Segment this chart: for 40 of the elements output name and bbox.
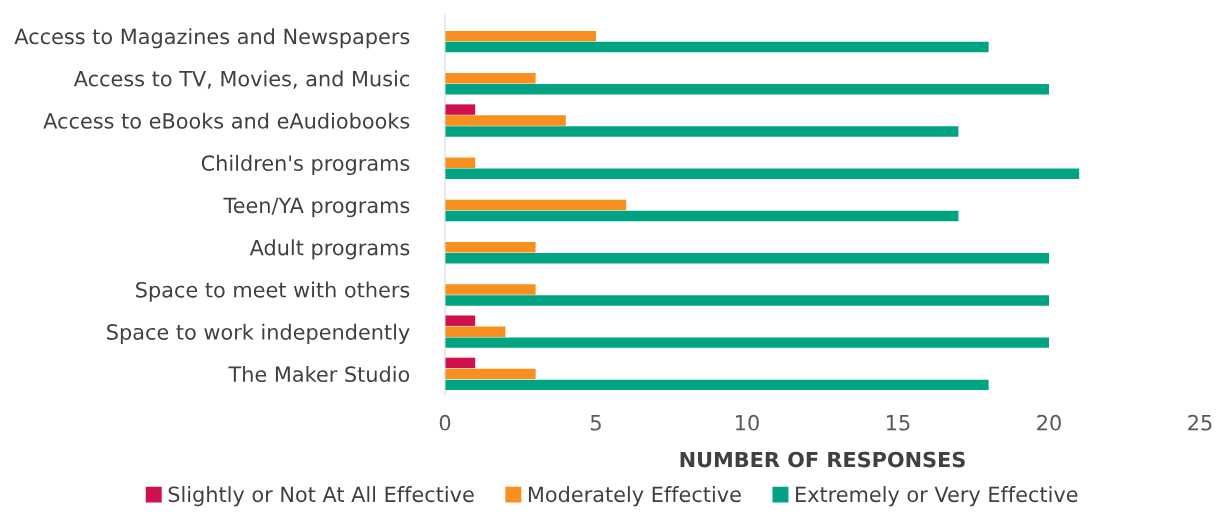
bar (445, 104, 476, 115)
y-tick-label: Adult programs (249, 239, 410, 260)
bar (445, 157, 476, 168)
y-tick-label: Access to eBooks and eAudiobooks (43, 112, 410, 129)
bar (445, 252, 1049, 264)
y-tick-label: Teen/YA programs (223, 197, 410, 218)
bar (445, 326, 506, 337)
x-tick-label: 20 (1037, 414, 1061, 431)
x-tick-label: 0 (439, 414, 451, 431)
x-axis-title: NUMBER OF RESPONSES (680, 451, 965, 468)
bar (445, 115, 566, 126)
bar (445, 41, 989, 53)
bar (445, 379, 989, 391)
bar (445, 337, 1049, 348)
bar (445, 199, 627, 211)
bar (445, 368, 536, 380)
y-tick-label: Space to work independently (107, 323, 410, 344)
legend-label: Extremely or Very Effective (796, 486, 1078, 507)
y-tick-label: Access to TV, Movies, and Music (73, 70, 409, 89)
bar (445, 242, 536, 253)
x-tick-label: 5 (590, 415, 601, 431)
bar (445, 30, 596, 42)
bar (445, 73, 536, 84)
legend-label: Moderately Effective (528, 486, 741, 507)
bar (445, 126, 959, 137)
x-tick-label: 15 (887, 415, 910, 431)
y-tick-label: Space to meet with others (136, 281, 410, 302)
y-tick-label: Access to Magazines and Newspapers (14, 28, 410, 49)
x-tick-label: 25 (1188, 414, 1212, 431)
bar (445, 315, 476, 326)
y-tick-label: The Maker Studio (228, 365, 410, 383)
bar (445, 284, 536, 295)
bar (445, 210, 959, 222)
x-tick-label: 10 (736, 414, 759, 431)
legend-label: Slightly or Not At All Effective (168, 486, 474, 507)
bar (445, 295, 1049, 306)
bar (445, 84, 1049, 95)
bar (445, 357, 476, 369)
bar (445, 168, 1080, 179)
y-tick-label: Children's programs (201, 154, 410, 176)
